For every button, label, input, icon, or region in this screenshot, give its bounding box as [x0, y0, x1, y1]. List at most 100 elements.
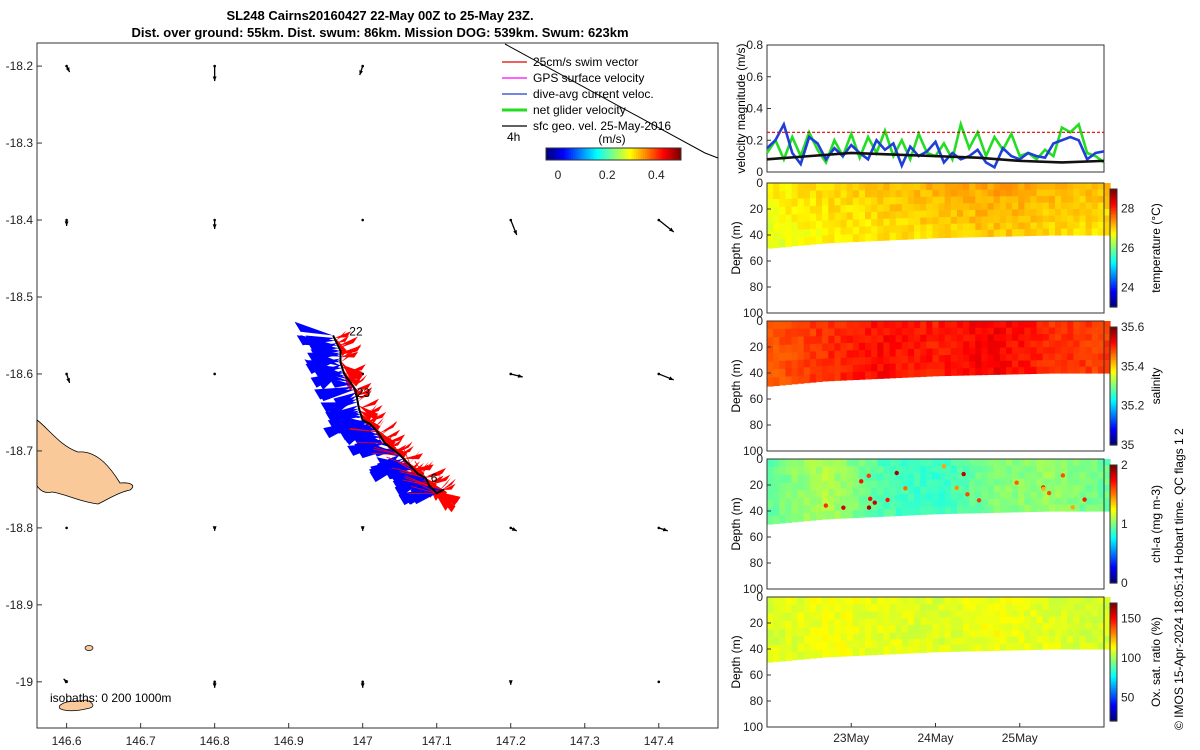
section-cell	[1042, 610, 1050, 618]
section-cell	[871, 226, 878, 234]
colorbar-cell	[1110, 210, 1117, 214]
section-cell	[877, 342, 884, 351]
y-tick-label: -18.6	[6, 367, 34, 381]
swim-vector	[349, 428, 378, 433]
section-cell	[1067, 465, 1074, 473]
section-cell	[993, 597, 1001, 605]
section-cell	[914, 631, 921, 640]
section-cell	[871, 218, 878, 227]
section-cell	[1067, 189, 1074, 197]
section-cell	[865, 321, 872, 329]
section-cell	[963, 597, 970, 605]
section-cell	[889, 473, 897, 481]
section-cell	[1104, 603, 1111, 611]
section-cell	[944, 368, 952, 376]
section-cell	[1036, 327, 1044, 335]
section-cell	[981, 341, 989, 349]
section-cell	[852, 597, 860, 605]
geo-vector-head	[508, 680, 513, 685]
section-cell	[1024, 465, 1031, 473]
section-cell	[1104, 629, 1111, 637]
section-cell	[822, 190, 829, 199]
section-cell	[999, 183, 1007, 191]
section-cell	[1079, 183, 1087, 191]
section-cell	[956, 348, 964, 356]
colorbar-cell	[1110, 224, 1117, 228]
section-cell	[969, 597, 976, 605]
section-cell	[858, 597, 866, 605]
section-cell	[944, 644, 952, 652]
section-cell	[950, 189, 958, 198]
colorbar-cell	[1110, 252, 1117, 256]
colorbar-cell	[1110, 500, 1117, 504]
section-cell	[1097, 465, 1105, 473]
section-cell	[877, 604, 884, 612]
section-cell	[822, 481, 829, 490]
swim-vector-fan	[442, 483, 456, 491]
chl-outlier-point	[941, 464, 947, 469]
section-cell	[809, 489, 817, 498]
section-cell	[803, 321, 811, 330]
section-cell	[767, 637, 774, 647]
colorbar-cell	[1110, 493, 1117, 497]
section-cell	[907, 341, 915, 350]
depth-tick-label: 20	[750, 478, 764, 492]
section-cell	[828, 641, 835, 650]
section-cell	[883, 501, 891, 510]
section-cell	[926, 617, 933, 626]
section-cell	[889, 494, 897, 503]
swim-vector-fan	[397, 441, 413, 453]
section-cell	[1024, 189, 1031, 197]
colorbar-label: chl-a (mg m-3)	[1149, 485, 1163, 563]
section-cell	[938, 644, 946, 653]
colorbar-cell	[1110, 535, 1117, 539]
section-cell	[834, 350, 842, 359]
section-cell	[1054, 321, 1062, 329]
dive-current-fan	[391, 457, 415, 471]
section-cell	[1036, 616, 1044, 624]
geo-vector-origin	[361, 372, 364, 376]
section-cell	[822, 205, 829, 214]
section-cell	[987, 209, 995, 217]
section-cell	[907, 472, 915, 481]
chl-outlier-point	[866, 505, 872, 510]
section-cell	[956, 196, 964, 204]
section-cell	[907, 500, 915, 509]
section-cell	[956, 624, 964, 632]
chl-outlier-point	[961, 471, 966, 477]
section-cell	[883, 328, 891, 336]
colorbar-cell	[1110, 578, 1117, 582]
section-cell	[914, 321, 921, 329]
colorbar-cell	[1110, 575, 1117, 579]
section-cell	[791, 328, 799, 338]
section-cell	[822, 496, 829, 505]
section-cell	[963, 465, 970, 474]
section-cell	[920, 631, 927, 640]
section-cell	[938, 230, 946, 239]
date-tick-label: 23May	[833, 731, 869, 745]
y-tick-label: -18.2	[6, 59, 34, 73]
section-cell	[1030, 340, 1038, 348]
section-cell	[840, 227, 848, 236]
section-cell	[828, 619, 835, 628]
colorbar-cell	[1110, 605, 1117, 609]
velocity-series	[766, 151, 1105, 164]
section-cell	[1067, 504, 1074, 512]
section-cell	[846, 197, 854, 206]
section-cell	[914, 369, 921, 378]
section-cell	[907, 638, 915, 647]
colorbar-cell	[1110, 580, 1117, 584]
section-cell	[834, 496, 842, 505]
section-cell	[797, 359, 805, 369]
section-cell	[969, 492, 976, 500]
section-cell	[1061, 366, 1068, 374]
section-cell	[938, 223, 946, 232]
section-cell	[1012, 367, 1019, 375]
section-cell	[1036, 215, 1044, 223]
section-cell	[803, 635, 811, 644]
section-cell	[809, 642, 817, 652]
y-tick-label: -19	[16, 675, 34, 689]
section-cell	[797, 336, 805, 345]
section-cell	[1104, 202, 1111, 210]
section-cell	[938, 493, 946, 501]
